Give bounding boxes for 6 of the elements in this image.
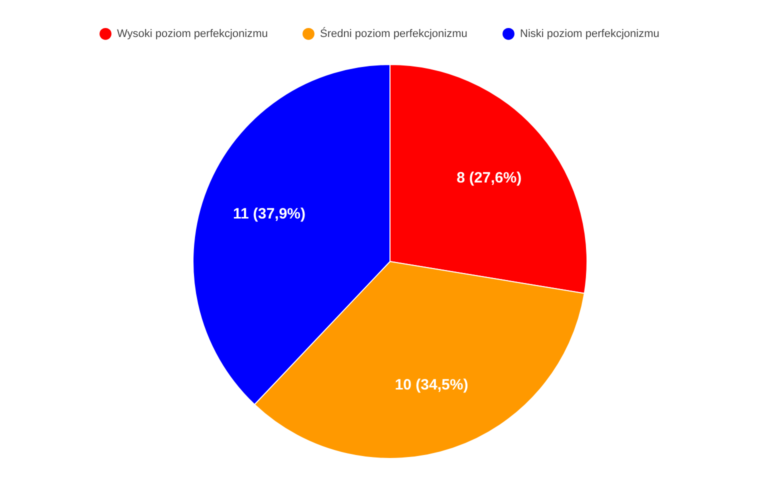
legend-label: Wysoki poziom perfekcjonizmu: [117, 28, 268, 40]
data-label: 10 (34,5%): [394, 376, 468, 394]
data-label: 8 (27,6%): [456, 169, 522, 186]
legend-label: Niski poziom perfekcjonizmu: [520, 28, 660, 40]
data-label: 11 (37,9%): [232, 205, 306, 222]
legend-label: Średni poziom perfekcjonizmu: [320, 26, 468, 40]
